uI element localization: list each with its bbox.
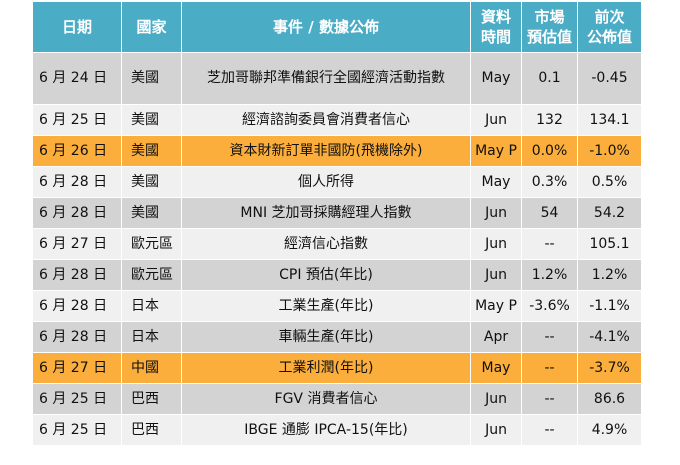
row-date: 6 月 28 日 xyxy=(32,259,122,291)
row-country: 中國 xyxy=(121,352,182,384)
row-estimate: 0.0% xyxy=(521,135,578,167)
row-period: Jun xyxy=(470,104,522,136)
row-previous: 105.1 xyxy=(577,228,642,260)
table-row: 6 月 25 日 美國 經濟諮詢委員會消費者信心 Jun 132 134.1 xyxy=(32,104,642,136)
row-previous: -3.7% xyxy=(577,352,642,384)
row-date: 6 月 28 日 xyxy=(32,321,122,353)
row-estimate: -- xyxy=(521,228,578,260)
row-event: MNI 芝加哥採購經理人指數 xyxy=(181,197,471,229)
header-estimate-line1: 市場 xyxy=(534,8,565,26)
row-event: 資本財新訂單非國防(飛機除外) xyxy=(181,135,471,167)
row-previous: 0.5% xyxy=(577,166,642,198)
row-country: 日本 xyxy=(121,290,182,322)
row-estimate: -- xyxy=(521,414,578,446)
row-country: 美國 xyxy=(121,135,182,167)
row-period: Jun xyxy=(470,414,522,446)
row-estimate: 132 xyxy=(521,104,578,136)
header-previous-line2: 公佈值 xyxy=(586,28,632,46)
header-period-line2: 時間 xyxy=(480,28,511,46)
table-row: 6 月 28 日 美國 MNI 芝加哥採購經理人指數 Jun 54 54.2 xyxy=(32,197,642,229)
row-country: 美國 xyxy=(121,166,182,198)
header-event: 事件 / 數據公佈 xyxy=(181,1,471,53)
row-date: 6 月 26 日 xyxy=(32,135,122,167)
row-event: 經濟信心指數 xyxy=(181,228,471,260)
row-country: 美國 xyxy=(121,197,182,229)
row-previous: -0.45 xyxy=(577,52,642,105)
row-estimate: 0.1 xyxy=(521,52,578,105)
header-estimate-line2: 預估值 xyxy=(526,28,572,46)
header-date: 日期 xyxy=(32,1,122,53)
row-estimate: 1.2% xyxy=(521,259,578,291)
row-estimate: -- xyxy=(521,352,578,384)
row-estimate: 54 xyxy=(521,197,578,229)
row-period: Jun xyxy=(470,228,522,260)
economic-calendar-table: 日期 國家 事件 / 數據公佈 資料 時間 市場 預估值 前次 公佈值 6 xyxy=(32,1,642,446)
row-country: 美國 xyxy=(121,104,182,136)
table-row: 6 月 27 日 歐元區 經濟信心指數 Jun -- 105.1 xyxy=(32,228,642,260)
row-period: May P xyxy=(470,135,522,167)
row-event: IBGE 通膨 IPCA-15(年比) xyxy=(181,414,471,446)
header-period-line1: 資料 xyxy=(480,8,511,26)
row-previous: 134.1 xyxy=(577,104,642,136)
row-previous: -4.1% xyxy=(577,321,642,353)
row-date: 6 月 25 日 xyxy=(32,104,122,136)
row-estimate: 0.3% xyxy=(521,166,578,198)
row-date: 6 月 28 日 xyxy=(32,290,122,322)
table-row: 6 月 24 日 美國 芝加哥聯邦準備銀行全國經濟活動指數 May 0.1 -0… xyxy=(32,52,642,105)
header-row: 日期 國家 事件 / 數據公佈 資料 時間 市場 預估值 前次 公佈值 xyxy=(32,1,642,53)
row-country: 歐元區 xyxy=(121,228,182,260)
row-previous: 54.2 xyxy=(577,197,642,229)
row-event: 芝加哥聯邦準備銀行全國經濟活動指數 xyxy=(181,52,471,105)
row-previous: -1.0% xyxy=(577,135,642,167)
row-previous: -1.1% xyxy=(577,290,642,322)
economic-calendar: 日期 國家 事件 / 數據公佈 資料 時間 市場 預估值 前次 公佈值 6 xyxy=(32,1,642,446)
row-event: FGV 消費者信心 xyxy=(181,383,471,415)
table-row: 6 月 25 日 巴西 IBGE 通膨 IPCA-15(年比) Jun -- 4… xyxy=(32,414,642,446)
table-row: 6 月 25 日 巴西 FGV 消費者信心 Jun -- 86.6 xyxy=(32,383,642,415)
row-period: Apr xyxy=(470,321,522,353)
table-row: 6 月 28 日 日本 工業生產(年比) May P -3.6% -1.1% xyxy=(32,290,642,322)
row-country: 巴西 xyxy=(121,414,182,446)
row-period: Jun xyxy=(470,383,522,415)
row-event: 工業利潤(年比) xyxy=(181,352,471,384)
header-estimate: 市場 預估值 xyxy=(521,1,578,53)
row-country: 歐元區 xyxy=(121,259,182,291)
row-period: May xyxy=(470,352,522,384)
row-period: May xyxy=(470,52,522,105)
row-event: 經濟諮詢委員會消費者信心 xyxy=(181,104,471,136)
row-date: 6 月 25 日 xyxy=(32,414,122,446)
row-event: 工業生產(年比) xyxy=(181,290,471,322)
row-country: 日本 xyxy=(121,321,182,353)
row-previous: 1.2% xyxy=(577,259,642,291)
table-row: 6 月 28 日 日本 車輛生產(年比) Apr -- -4.1% xyxy=(32,321,642,353)
row-period: May xyxy=(470,166,522,198)
row-country: 美國 xyxy=(121,52,182,105)
row-event: CPI 預估(年比) xyxy=(181,259,471,291)
row-period: Jun xyxy=(470,197,522,229)
row-date: 6 月 27 日 xyxy=(32,352,122,384)
table-row: 6 月 28 日 美國 個人所得 May 0.3% 0.5% xyxy=(32,166,642,198)
row-date: 6 月 25 日 xyxy=(32,383,122,415)
header-period: 資料 時間 xyxy=(470,1,522,53)
row-event: 個人所得 xyxy=(181,166,471,198)
row-estimate: -- xyxy=(521,383,578,415)
header-country: 國家 xyxy=(121,1,182,53)
table-row: 6 月 28 日 歐元區 CPI 預估(年比) Jun 1.2% 1.2% xyxy=(32,259,642,291)
row-period: Jun xyxy=(470,259,522,291)
row-event: 車輛生產(年比) xyxy=(181,321,471,353)
row-period: May P xyxy=(470,290,522,322)
header-previous-line1: 前次 xyxy=(594,8,625,26)
row-previous: 4.9% xyxy=(577,414,642,446)
table-row-highlighted: 6 月 26 日 美國 資本財新訂單非國防(飛機除外) May P 0.0% -… xyxy=(32,135,642,167)
row-estimate: -3.6% xyxy=(521,290,578,322)
row-date: 6 月 24 日 xyxy=(32,52,122,105)
row-date: 6 月 28 日 xyxy=(32,197,122,229)
row-country: 巴西 xyxy=(121,383,182,415)
row-previous: 86.6 xyxy=(577,383,642,415)
table-row-highlighted: 6 月 27 日 中國 工業利潤(年比) May -- -3.7% xyxy=(32,352,642,384)
header-previous: 前次 公佈值 xyxy=(577,1,642,53)
row-date: 6 月 27 日 xyxy=(32,228,122,260)
row-date: 6 月 28 日 xyxy=(32,166,122,198)
row-estimate: -- xyxy=(521,321,578,353)
